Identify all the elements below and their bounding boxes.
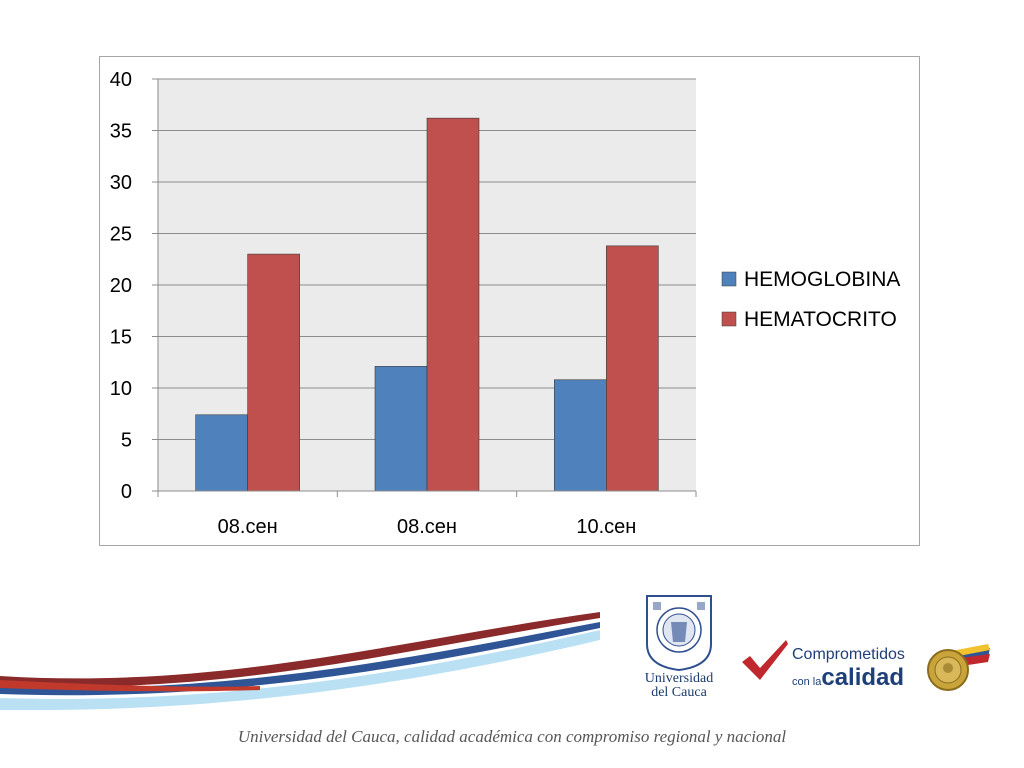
- y-tick-label: 10: [110, 378, 132, 400]
- chart-frame: 0 5 10 15 20 25 30 35 40 08.сен 08.сен 10.сен HEMOG…: [99, 56, 920, 546]
- calidad-line: con lacalidad: [792, 664, 904, 692]
- university-crest-icon: [646, 595, 712, 672]
- comprometidos-calidad-logo: Comprometidos con lacalidad: [740, 636, 1000, 696]
- swoosh-red-band-front: [0, 680, 260, 692]
- legend-swatch: [721, 311, 737, 327]
- y-tick-label: 40: [110, 69, 132, 91]
- university-name-line1: Universidad: [644, 671, 714, 686]
- footer-tagline: Universidad del Cauca, calidad académica…: [237, 727, 787, 746]
- bar-hemoglobina-2: [554, 379, 607, 492]
- legend-label: HEMOGLOBINA: [744, 268, 900, 291]
- universidad-del-cauca-logo: Universidad del Cauca: [634, 592, 724, 700]
- swoosh-light-band: [0, 630, 600, 710]
- bars: [195, 117, 659, 492]
- medal-ribbon-icon: [927, 644, 990, 691]
- footer-swoosh-decoration: [0, 612, 600, 710]
- y-tick-label: 30: [110, 172, 132, 194]
- x-tick-label: 08.сен: [218, 516, 278, 538]
- y-tick-label: 25: [110, 224, 132, 246]
- y-tick-label: 20: [110, 275, 132, 297]
- checkmark-icon: [742, 640, 788, 680]
- y-tick-label: 5: [121, 430, 132, 452]
- comprometidos-text: Comprometidos: [792, 646, 905, 663]
- x-tick-label: 08.сен: [397, 516, 457, 538]
- calidad-text: calidad: [821, 664, 905, 691]
- con-la-text: con la: [792, 676, 822, 688]
- legend-swatch: [721, 271, 737, 287]
- bar-hematocrito-0: [247, 253, 300, 492]
- legend-label: HEMATOCRITO: [744, 308, 897, 331]
- swoosh-red-band: [0, 612, 600, 687]
- y-tick-label: 35: [110, 121, 132, 143]
- y-tick-label: 15: [110, 327, 132, 349]
- y-tick-label: 0: [121, 481, 132, 503]
- bar-hematocrito-1: [426, 117, 480, 492]
- legend: HEMOGLOBINA HEMATOCRITO: [721, 268, 900, 331]
- axes: [152, 78, 697, 497]
- bar-hemoglobina-1: [374, 366, 428, 492]
- university-name-line2: del Cauca: [651, 685, 707, 700]
- bar-hematocrito-2: [606, 245, 659, 492]
- bar-chart: 0 5 10 15 20 25 30 35 40 08.сен 08.сен 10.сен HEMOG…: [110, 69, 901, 538]
- bar-hemoglobina-0: [195, 414, 248, 492]
- x-tick-label: 10.сен: [576, 516, 636, 538]
- tick-labels: 0 5 10 15 20 25 30 35 40 08.сен 08.сен 10.сен: [110, 69, 637, 538]
